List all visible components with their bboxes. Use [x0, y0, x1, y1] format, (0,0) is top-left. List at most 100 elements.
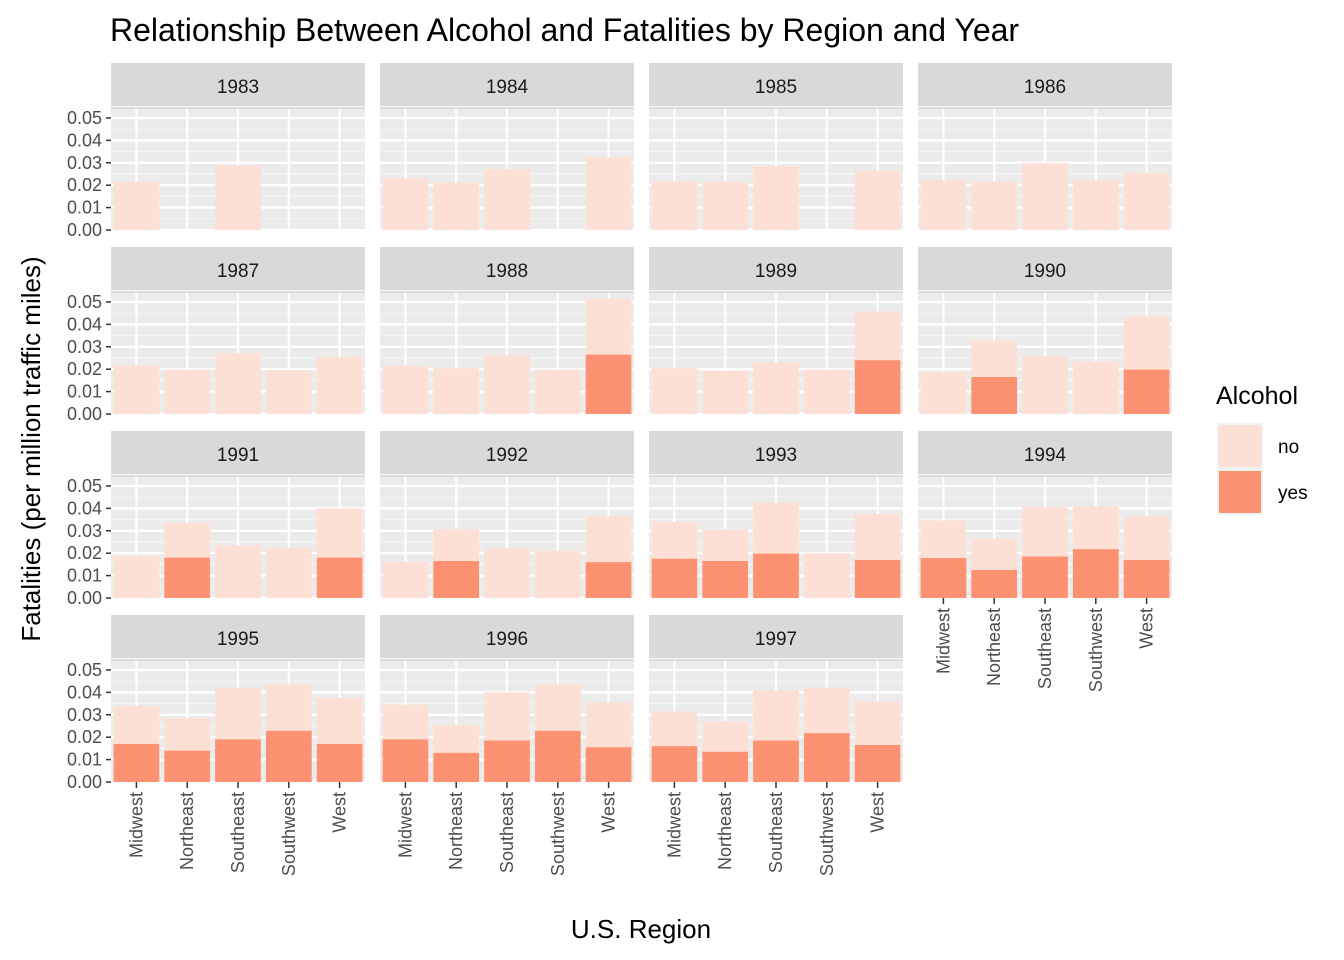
x-tick-label: West [1137, 608, 1157, 649]
facet-strip [380, 431, 634, 477]
y-tick-label: 0.02 [67, 543, 102, 563]
facet-strip [649, 431, 903, 477]
bar-no-midwest [382, 365, 429, 414]
bar-no-southeast [753, 166, 799, 230]
facet-panel-1989: 1989 [649, 247, 903, 416]
x-tick-label: Midwest [933, 608, 953, 674]
facet-strip [918, 431, 1172, 477]
x-axis-title: U.S. Region [571, 914, 711, 944]
bar-yes-midwest [651, 558, 698, 598]
y-tick-label: 0.02 [67, 175, 102, 195]
bar-yes-southwest [534, 730, 581, 782]
facet-strip-label: 1996 [486, 629, 528, 650]
facet-strip-label: 1994 [1024, 445, 1067, 466]
facet-strip-label: 1986 [1024, 77, 1066, 98]
x-tick-label: Midwest [126, 792, 146, 858]
bar-no-midwest [651, 181, 698, 230]
y-tick-label: 0.00 [67, 404, 102, 424]
facet-strip [918, 63, 1172, 109]
bar-yes-southwest [1072, 549, 1119, 598]
bar-yes-west [585, 354, 632, 414]
bar-no-northeast [433, 368, 480, 414]
bar-no-midwest [651, 368, 698, 414]
x-tick-label: Southwest [548, 792, 568, 876]
facet-strip [111, 63, 365, 109]
facet-panel-1991: 1991 0.000.01 0.020.03 0.040.05 [67, 431, 365, 608]
y-tick-label: 0.02 [67, 359, 102, 379]
y-tick-label: 0.03 [67, 705, 102, 725]
bar-no-southwest [534, 369, 581, 414]
y-tick-label: 0.03 [67, 521, 102, 541]
bar-yes-northeast [433, 561, 480, 598]
bar-no-northeast [702, 370, 749, 414]
bar-yes-southwest [803, 733, 850, 782]
x-tick-label: Northeast [715, 792, 735, 870]
legend: Alcohol no yes [1216, 382, 1308, 515]
facet-panel-1990: 1990 [918, 247, 1172, 416]
bar-yes-southeast [1022, 556, 1068, 598]
bar-yes-west [585, 562, 632, 598]
facet-strip [380, 615, 634, 661]
bar-no-midwest [113, 365, 160, 414]
facet-strip-label: 1997 [755, 629, 797, 650]
bar-yes-northeast [702, 751, 749, 782]
bar-yes-southeast [215, 739, 261, 782]
bar-no-southeast [484, 548, 530, 598]
facet-strip-label: 1992 [486, 445, 528, 466]
facet-panel-1993: 1993 [649, 431, 903, 600]
y-tick-label: 0.05 [67, 660, 102, 680]
bar-yes-west [1123, 369, 1170, 414]
facet-strip-label: 1990 [1024, 261, 1066, 282]
facet-strip-label: 1983 [217, 77, 259, 98]
bar-no-west [585, 157, 632, 230]
facet-strip [111, 431, 365, 477]
facet-panel-1985: 1985 [649, 63, 903, 232]
x-tick-label: Southwest [1086, 608, 1106, 692]
x-tick-label: Southeast [766, 792, 786, 873]
facet-strip-label: 1995 [217, 629, 259, 650]
y-tick-label: 0.00 [67, 772, 102, 792]
x-tick-label: Northeast [984, 608, 1004, 686]
facet-strip-label: 1987 [217, 261, 259, 282]
bar-no-southeast [484, 355, 530, 414]
bar-no-southwest [1072, 361, 1119, 414]
y-tick-label: 0.04 [67, 498, 102, 518]
y-tick-label: 0.05 [67, 292, 102, 312]
bar-no-southwest [534, 550, 581, 598]
x-tick-label: Southeast [228, 792, 248, 873]
bar-yes-midwest [920, 558, 967, 598]
bar-no-southwest [803, 553, 850, 598]
x-tick-label: Northeast [177, 792, 197, 870]
bar-yes-southwest [265, 730, 312, 782]
chart-title: Relationship Between Alcohol and Fatalit… [110, 12, 1019, 48]
x-tick-label: West [868, 792, 888, 833]
facet-strip [649, 247, 903, 293]
facet-strip-label: 1991 [217, 445, 259, 466]
facet-panel-1984: 1984 [380, 63, 634, 232]
y-tick-label: 0.00 [67, 588, 102, 608]
legend-label-no: no [1278, 437, 1299, 458]
x-tick-label: Southeast [497, 792, 517, 873]
bar-yes-west [316, 743, 363, 782]
bar-no-southwest [803, 369, 850, 414]
x-tick-label: Midwest [664, 792, 684, 858]
legend-title: Alcohol [1216, 382, 1298, 410]
bar-no-southeast [1022, 163, 1068, 230]
facet-strip [380, 63, 634, 109]
facet-panel-1987: 1987 0.000.01 0.020.03 0.040.05 [67, 247, 365, 424]
bar-yes-west [316, 557, 363, 598]
bar-yes-west [854, 360, 901, 414]
bar-yes-northeast [971, 377, 1018, 414]
bar-yes-west [1123, 559, 1170, 598]
y-tick-label: 0.04 [67, 682, 102, 702]
facet-panel-1995: 1995 0.000.01 0.020.03 0.040.05 Midwest North… [67, 615, 365, 876]
bar-no-northeast [164, 369, 211, 414]
bar-no-midwest [113, 555, 160, 598]
bar-no-southeast [215, 545, 261, 598]
y-tick-label: 0.04 [67, 314, 102, 334]
facet-strip [380, 247, 634, 293]
facet-strip-label: 1989 [755, 261, 797, 282]
facet-panel-1992: 1992 [380, 431, 634, 600]
bar-yes-northeast [433, 752, 480, 782]
